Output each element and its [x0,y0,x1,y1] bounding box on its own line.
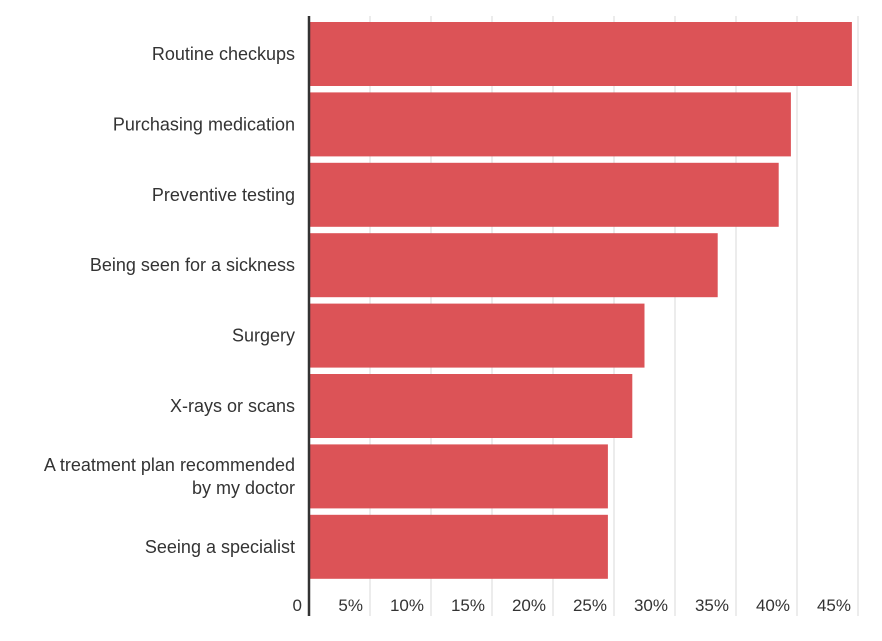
x-tick-label-9: 45% [817,596,851,615]
category-labels: Routine checkups Purchasing medication Pre… [44,44,295,557]
category-label-line: Preventive testing [152,185,295,205]
x-tick-label-4: 20% [512,596,546,615]
x-tick-label-0: 0 [293,596,302,615]
category-label-line: A treatment plan recommended [44,455,295,475]
x-tick-label-2: 10% [390,596,424,615]
category-label-1: Routine checkups [152,44,295,64]
bar-4 [309,233,718,298]
x-tick-label-1: 5% [338,596,363,615]
x-tick-label-5: 25% [573,596,607,615]
x-tick-label-3: 15% [451,596,485,615]
bar-3 [309,162,779,227]
category-label-line: by my doctor [192,478,295,498]
category-label-line: Surgery [232,326,295,346]
category-label-line: Purchasing medication [113,114,295,134]
bar-5 [309,303,645,368]
category-label-line: Seeing a specialist [145,537,295,557]
bar-8 [309,514,608,579]
category-label-4: Being seen for a sickness [90,255,295,275]
category-label-line: Routine checkups [152,44,295,64]
bar-2 [309,92,791,157]
category-label-3: Preventive testing [152,185,295,205]
category-label-line: Being seen for a sickness [90,255,295,275]
x-tick-label-7: 35% [695,596,729,615]
category-label-line: X-rays or scans [170,396,295,416]
category-label-5: Surgery [232,326,295,346]
category-label-7: A treatment plan recommended by my doctor [44,455,295,498]
tick-labels: 0 5% 10% 15% 20% 25% 30% 35% 40% 45% [293,596,851,615]
category-label-6: X-rays or scans [170,396,295,416]
bar-7 [309,444,608,509]
x-tick-label-8: 40% [756,596,790,615]
x-tick-label-6: 30% [634,596,668,615]
category-label-8: Seeing a specialist [145,537,295,557]
bar-1 [309,22,852,86]
bars [309,22,852,579]
bar-6 [309,374,633,438]
category-label-2: Purchasing medication [113,114,295,134]
